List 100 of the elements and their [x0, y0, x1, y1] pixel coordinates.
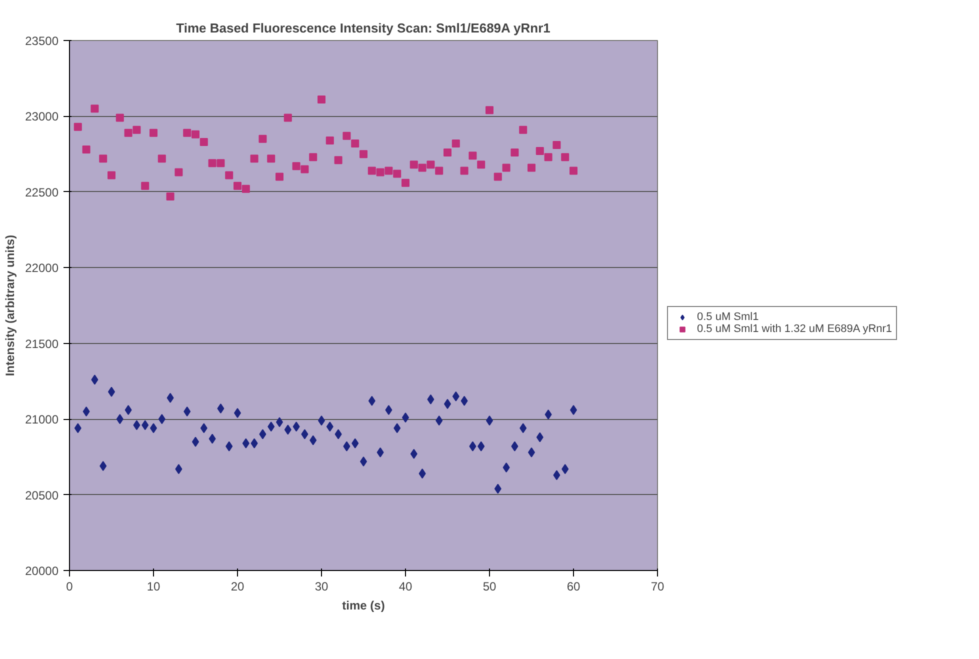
point — [99, 154, 108, 163]
point — [334, 156, 342, 164]
point — [544, 410, 552, 420]
point — [561, 153, 570, 162]
point — [284, 424, 292, 435]
point — [216, 159, 225, 168]
point — [301, 429, 308, 440]
point — [351, 139, 360, 148]
point — [342, 132, 351, 140]
point — [384, 166, 393, 175]
point — [502, 462, 510, 473]
point — [410, 448, 418, 459]
point — [368, 166, 376, 175]
y-tick-label: 20500 — [25, 488, 59, 502]
point — [394, 423, 401, 434]
point — [183, 128, 192, 137]
point — [242, 438, 250, 448]
y-axis-title: Intensity (arbitrary units) — [3, 234, 18, 376]
y-tick-label: 22500 — [25, 185, 59, 200]
point — [444, 148, 452, 157]
point — [486, 106, 494, 114]
point — [184, 406, 191, 416]
point — [234, 182, 242, 190]
point — [402, 178, 410, 187]
point — [141, 182, 150, 190]
point — [142, 420, 149, 430]
point — [82, 146, 90, 154]
x-axis-title: time (s) — [342, 598, 385, 612]
point — [368, 396, 376, 406]
point — [343, 441, 350, 452]
point — [552, 140, 561, 149]
point — [528, 164, 536, 172]
point — [326, 136, 334, 144]
point — [376, 447, 384, 458]
point — [226, 441, 233, 452]
y-tick-label: 23000 — [25, 110, 59, 124]
point — [267, 154, 276, 163]
point — [132, 126, 141, 134]
point — [166, 192, 174, 200]
point — [90, 104, 99, 113]
point — [292, 162, 300, 170]
point — [124, 128, 132, 137]
y-tick-label: 21000 — [25, 412, 59, 427]
point — [460, 396, 468, 406]
point — [494, 172, 502, 181]
point — [520, 423, 527, 434]
point — [116, 114, 124, 122]
x-tick-label: 30 — [314, 580, 328, 594]
x-tick-label: 70 — [650, 580, 664, 594]
point — [418, 468, 426, 479]
point — [519, 126, 528, 134]
point — [452, 391, 460, 402]
point — [82, 406, 90, 416]
point — [133, 420, 140, 430]
x-tick-label: 0 — [66, 580, 74, 594]
point — [478, 441, 485, 452]
y-tick-label: 20000 — [25, 564, 59, 578]
point — [200, 138, 208, 146]
point — [536, 432, 544, 442]
point — [166, 392, 174, 403]
point — [360, 150, 368, 158]
point — [418, 164, 426, 172]
x-tick-label: 40 — [398, 580, 412, 594]
chart-title: Time Based Fluorescence Intensity Scan: Sml1/E689A yRnr1 — [176, 20, 550, 36]
point — [150, 128, 158, 137]
point — [510, 148, 519, 157]
point — [276, 172, 284, 181]
point — [300, 165, 309, 174]
point — [469, 441, 476, 452]
point — [259, 429, 266, 440]
point — [175, 464, 182, 474]
y-tick-label: 22000 — [25, 261, 59, 276]
point — [502, 164, 510, 172]
point — [208, 159, 216, 168]
y-tick-label: 23500 — [25, 34, 59, 48]
point — [242, 184, 250, 193]
point — [352, 438, 359, 448]
point — [200, 423, 208, 434]
point — [570, 166, 578, 175]
point — [460, 166, 468, 175]
point — [158, 154, 166, 163]
point — [376, 168, 384, 176]
point — [436, 416, 443, 426]
legend-label: 0.5 uM Sml1 — [697, 310, 759, 322]
point — [74, 423, 82, 434]
point — [326, 422, 334, 432]
point — [452, 139, 460, 148]
x-tick-label: 50 — [482, 580, 496, 594]
point — [511, 441, 518, 452]
point — [268, 422, 275, 432]
point — [435, 166, 444, 175]
point — [393, 170, 402, 178]
point — [318, 96, 326, 104]
point — [250, 154, 258, 163]
point — [192, 130, 200, 138]
point — [309, 153, 318, 162]
point — [116, 414, 124, 424]
point — [108, 171, 116, 180]
point — [310, 435, 317, 446]
point — [427, 394, 434, 404]
